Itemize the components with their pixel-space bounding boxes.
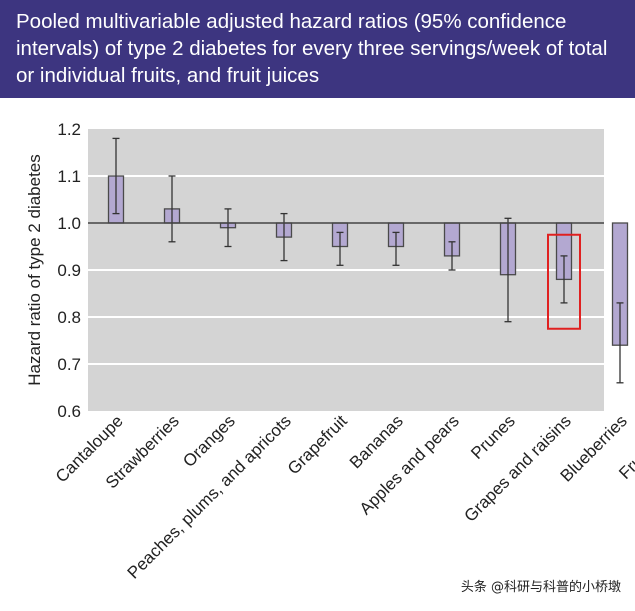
highlight-box	[547, 233, 581, 330]
x-tick-label: Prunes	[467, 411, 519, 463]
error-bar	[280, 212, 288, 262]
y-tick-label: 0.7	[57, 355, 81, 374]
chart: 0.6 0.7 0.8 0.9 1.0 1.1 1.2 Hazard ratio of ty…	[25, 120, 635, 583]
bars	[88, 137, 629, 384]
error-bar	[392, 231, 400, 266]
error-bar	[168, 175, 176, 243]
error-bar	[448, 241, 456, 271]
error-bar	[112, 137, 120, 215]
x-tick-label: Grapes and raisins	[460, 411, 574, 525]
error-bar	[224, 208, 232, 248]
x-tick-label: Grapefruit	[284, 411, 351, 478]
error-bar	[616, 302, 624, 384]
y-tick-label: 0.9	[57, 261, 81, 280]
y-tick-label: 1.2	[57, 120, 81, 139]
y-ticks: 0.6 0.7 0.8 0.9 1.0 1.1 1.2	[57, 120, 81, 421]
chart-title: Pooled multivariable adjusted hazard rat…	[16, 10, 608, 87]
error-bar	[336, 231, 344, 266]
y-tick-label: 1.0	[57, 214, 81, 233]
error-bar	[504, 217, 512, 323]
y-tick-label: 0.6	[57, 402, 81, 421]
error-bar	[560, 255, 568, 304]
x-tick-label: Apples and pears	[356, 411, 463, 518]
y-tick-label: 0.8	[57, 308, 81, 327]
y-axis-label: Hazard ratio of type 2 diabetes	[25, 154, 44, 386]
y-tick-label: 1.1	[57, 167, 81, 186]
title-bar: Pooled multivariable adjusted hazard rat…	[0, 0, 635, 98]
watermark: 头条 @科研与科普的小桥墩	[460, 580, 621, 595]
